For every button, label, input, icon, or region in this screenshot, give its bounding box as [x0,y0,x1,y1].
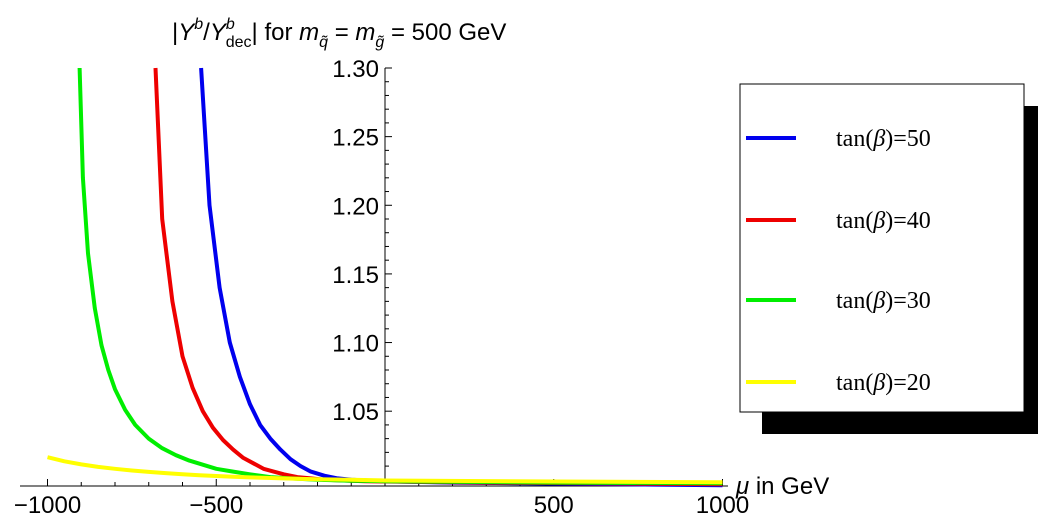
title-m1: m [299,19,319,46]
legend-label: tan(β)=50 [836,126,931,152]
x-tick-label: 500 [534,492,574,519]
series-line-tan(β)=50 [199,67,723,488]
series-line-tan(β)=30 [77,67,723,486]
title-y2-sup: b [226,16,235,33]
y-ticks: 1.05 1.10 1.15 1.20 1.25 1.30 [332,56,379,426]
y-tick-label: 1.20 [332,193,379,220]
x-axis-label: μ in GeV [735,473,829,500]
y-minor-ticks [385,67,392,481]
series-line-tan(β)=40 [153,67,723,487]
legend-label: tan(β)=40 [836,208,931,234]
title-eq1: = [328,19,355,46]
y-tick-label: 1.15 [332,262,379,289]
y-tick-label: 1.10 [332,331,379,358]
series-line-tan(β)=20 [47,455,723,485]
title-y2-sub: dec [226,34,252,51]
title-y1-sup: b [194,16,203,33]
title-tail: = 500 GeV [384,19,506,46]
y-tick-label: 1.05 [332,399,379,426]
legend: tan(β)=50 tan(β)=40 tan(β)=30 tan(β)=20 [739,83,1038,434]
series-layer [47,67,723,488]
title-y2: Y [210,19,228,46]
legend-label: tan(β)=20 [836,370,931,396]
x-axis-label-symbol: μ [735,473,749,500]
title-mid: | for [252,19,300,46]
title-m2-sub: g̃ [375,34,384,51]
title-m2: m [355,19,375,46]
title-pre: | [172,19,178,46]
x-axis-label-text: in GeV [749,473,829,500]
y-tick-label: 1.25 [332,125,379,152]
x-tick-label: 1000 [696,492,749,519]
x-ticks: −1000 −500 500 1000 [14,492,749,519]
title-slash: / [203,19,210,46]
x-tick-label: −1000 [14,492,81,519]
x-tick-label: −500 [189,492,243,519]
title-m1-sub: q̃ [319,34,328,51]
chart-title: |Yb/Yb dec| for mq̃ = mg̃ = 500 GeV [172,16,506,51]
legend-label: tan(β)=30 [836,288,931,314]
title-y1: Y [178,19,196,46]
y-tick-label: 1.30 [332,56,379,83]
